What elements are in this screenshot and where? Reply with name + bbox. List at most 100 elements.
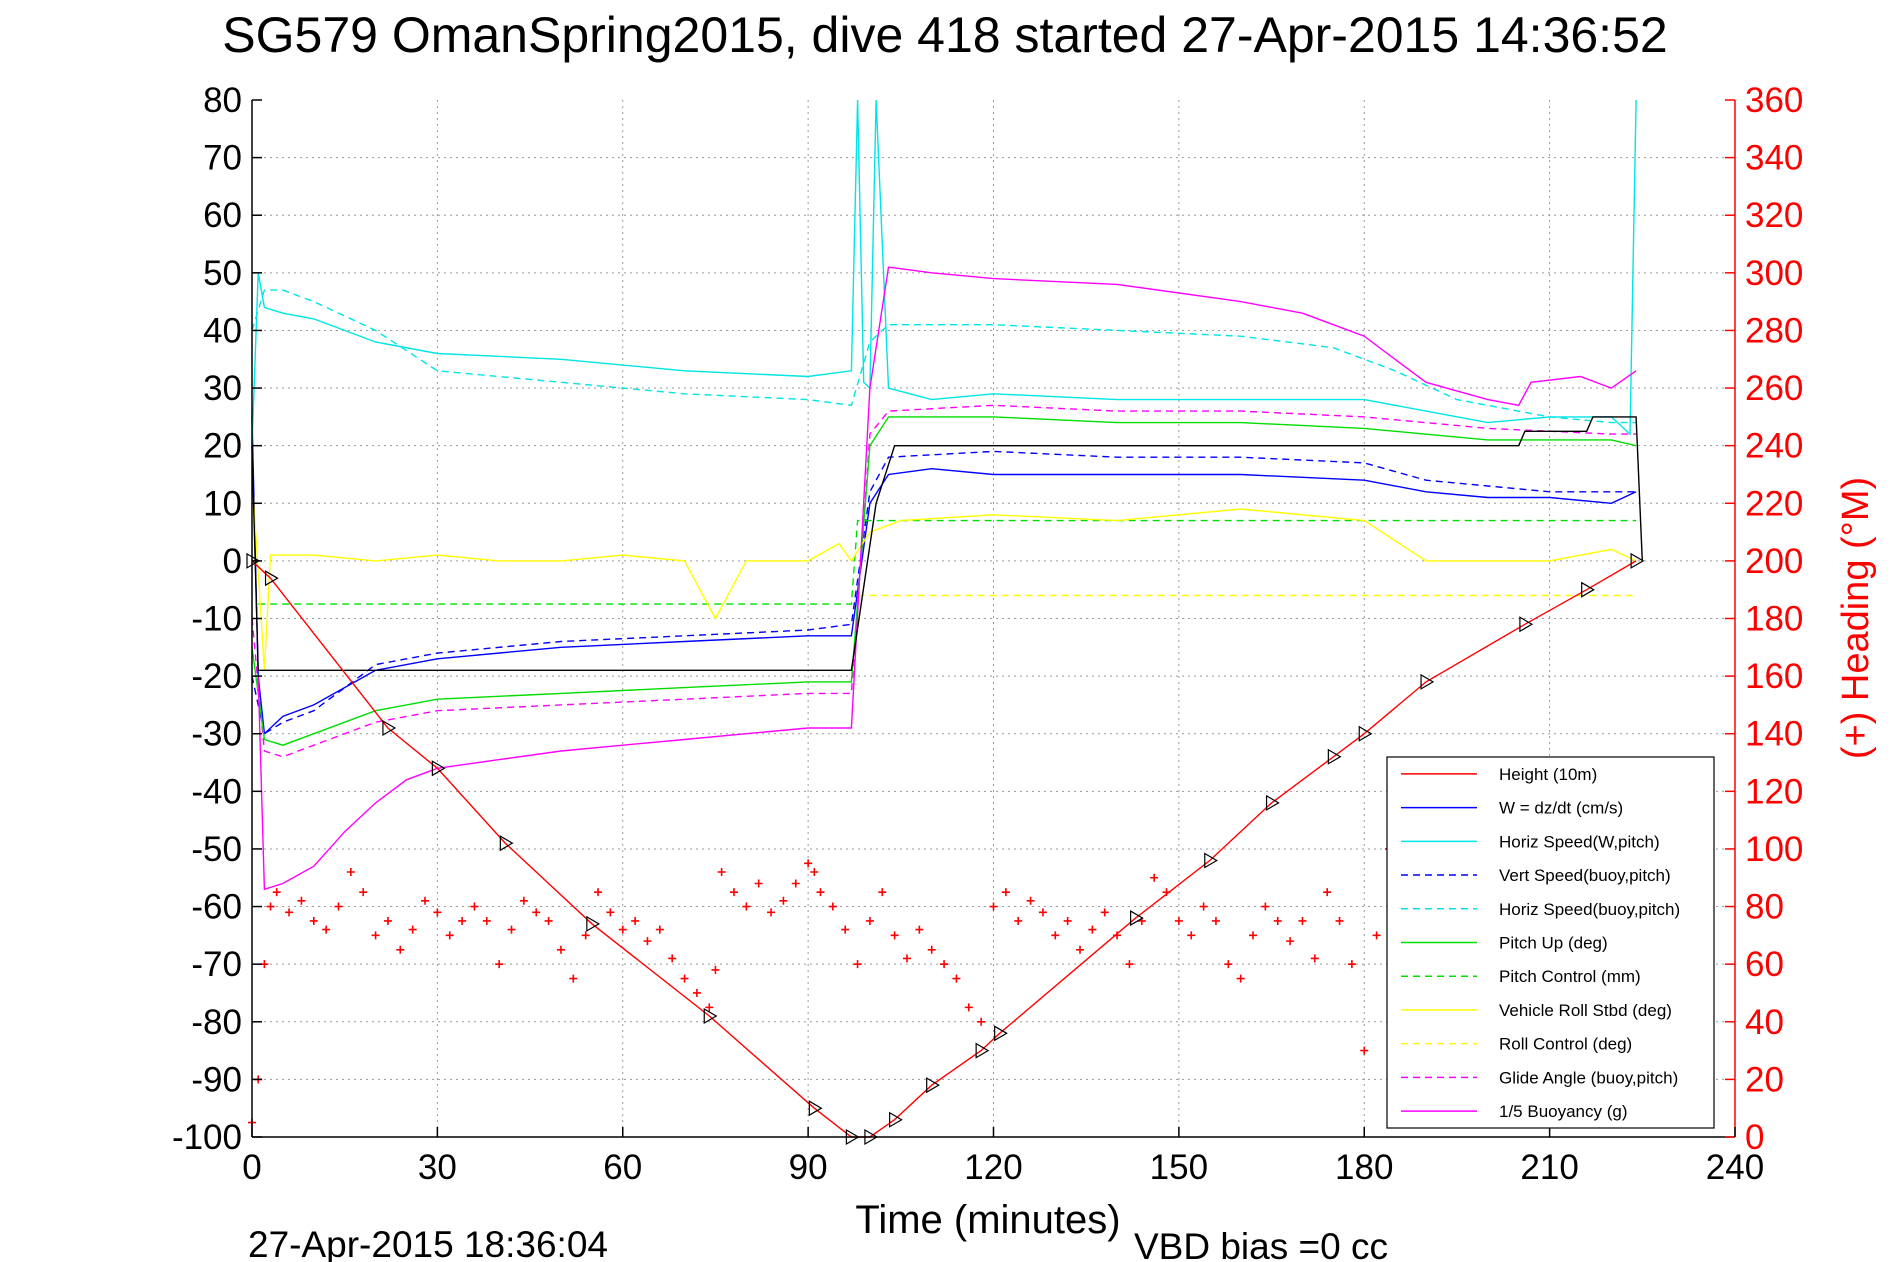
heading-marker	[532, 908, 541, 917]
heading-marker	[507, 925, 516, 934]
heading-marker	[989, 902, 998, 911]
bottom-tick-label: 210	[1520, 1148, 1578, 1187]
heading-marker	[421, 896, 430, 905]
bottom-tick-label: 180	[1335, 1148, 1393, 1187]
legend-item: Height (10m)	[1401, 765, 1597, 784]
left-tick-label: 0	[223, 542, 242, 581]
legend-label: Pitch Up (deg)	[1499, 934, 1608, 953]
heading-marker	[1273, 916, 1282, 925]
height-marker	[1358, 725, 1373, 742]
left-tick-label: 40	[203, 311, 242, 350]
height-marker	[1581, 581, 1595, 598]
heading-marker	[1335, 916, 1344, 925]
heading-marker	[915, 925, 924, 934]
legend-label: Vehicle Roll Stbd (deg)	[1499, 1001, 1672, 1020]
heading-marker	[1150, 873, 1159, 882]
bottom-tick-label: 150	[1150, 1148, 1208, 1187]
bottom-tick-label: 240	[1706, 1148, 1764, 1187]
bottom-tick-label: 90	[789, 1148, 828, 1187]
heading-marker	[841, 925, 850, 934]
series-w-dz-dt-cm-s-line	[251, 416, 1637, 736]
legend-item: Roll Control (deg)	[1401, 1035, 1632, 1054]
heading-marker	[810, 867, 819, 876]
heading-marker	[266, 902, 275, 911]
left-tick-label: -20	[191, 657, 242, 696]
heading-marker	[1014, 916, 1023, 925]
right-tick-label: 20	[1745, 1060, 1784, 1099]
series-vehicle-roll-stbd-deg-line	[251, 474, 1637, 671]
legend-item: Horiz Speed(W,pitch)	[1401, 832, 1660, 851]
heading-marker	[1286, 937, 1295, 946]
heading-marker	[272, 888, 281, 897]
heading-marker	[816, 888, 825, 897]
height-marker	[264, 570, 279, 587]
height-marker	[808, 1100, 823, 1117]
legend-label: Roll Control (deg)	[1499, 1035, 1632, 1054]
heading-marker	[285, 908, 294, 917]
heading-marker	[655, 925, 664, 934]
heading-marker	[1076, 945, 1085, 954]
left-tick-label: 30	[203, 369, 242, 408]
left-tick-label: 20	[203, 427, 242, 466]
heading-marker	[1001, 888, 1010, 897]
bottom-tick-label: 0	[242, 1148, 261, 1187]
heading-marker	[977, 1017, 986, 1026]
legend-label: Horiz Speed(W,pitch)	[1499, 832, 1660, 851]
legend-item: Glide Angle (buoy,pitch)	[1401, 1068, 1678, 1087]
heading-marker	[606, 908, 615, 917]
heading-marker	[346, 867, 355, 876]
right-tick-label: 340	[1745, 139, 1803, 178]
series-vbd-10-cc-line	[251, 416, 1643, 671]
right-tick-label: 180	[1745, 600, 1803, 639]
series-1-5-buoyancy-g-line	[257, 266, 1637, 891]
heading-marker	[594, 888, 603, 897]
height-marker	[1630, 552, 1645, 569]
height-marker	[1130, 910, 1144, 927]
heading-marker	[927, 945, 936, 954]
series-height-10m	[246, 552, 1645, 1146]
heading-marker	[1174, 916, 1183, 925]
right-tick-label: 360	[1745, 81, 1803, 120]
heading-marker	[705, 1003, 714, 1012]
heading-marker	[711, 965, 720, 974]
left-tick-label: -90	[191, 1060, 242, 1099]
height-marker	[1327, 748, 1342, 765]
left-tick-label: -10	[191, 600, 242, 639]
right-tick-label: 0	[1745, 1118, 1764, 1157]
height-marker	[994, 1025, 1008, 1042]
heading-marker	[890, 931, 899, 940]
right-tick-label: 280	[1745, 311, 1803, 350]
footer-timestamp: 27-Apr-2015 18:36:04	[248, 1224, 608, 1262]
heading-marker	[1026, 896, 1035, 905]
heading-marker	[618, 925, 627, 934]
height-marker	[431, 760, 446, 777]
height-marker	[1204, 852, 1218, 869]
height-marker	[586, 915, 601, 932]
heading-marker	[754, 879, 763, 888]
heading-marker	[717, 867, 726, 876]
heading-marker	[643, 937, 652, 946]
series-horiz-speed-buoy-pitch-line	[251, 289, 1637, 424]
legend-label: Pitch Control (mm)	[1499, 967, 1641, 986]
bottom-axis-ticks: 0 30 60 90 120 150 180 210 240	[242, 1127, 1764, 1187]
heading-marker	[940, 960, 949, 969]
height-marker	[1265, 794, 1280, 811]
heading-marker	[680, 974, 689, 983]
legend-item: W = dz/dt (cm/s)	[1401, 799, 1623, 818]
series-heading	[248, 844, 1393, 1127]
left-tick-label: 60	[203, 196, 242, 235]
heading-marker	[1224, 960, 1233, 969]
heading-marker	[556, 945, 565, 954]
series-vehicle-roll-stbd-deg	[251, 474, 1637, 671]
heading-marker	[1236, 974, 1245, 983]
right-tick-label: 160	[1745, 657, 1803, 696]
heading-marker	[804, 859, 813, 868]
height-marker	[1420, 673, 1435, 690]
height-marker	[499, 835, 514, 852]
heading-marker	[1360, 1046, 1369, 1055]
heading-marker	[581, 931, 590, 940]
right-axis-ticks: 3603403203002802602402202001801601401201…	[1725, 81, 1803, 1157]
left-tick-label: -60	[191, 888, 242, 927]
left-tick-label: -30	[191, 715, 242, 754]
heading-marker	[1187, 931, 1196, 940]
